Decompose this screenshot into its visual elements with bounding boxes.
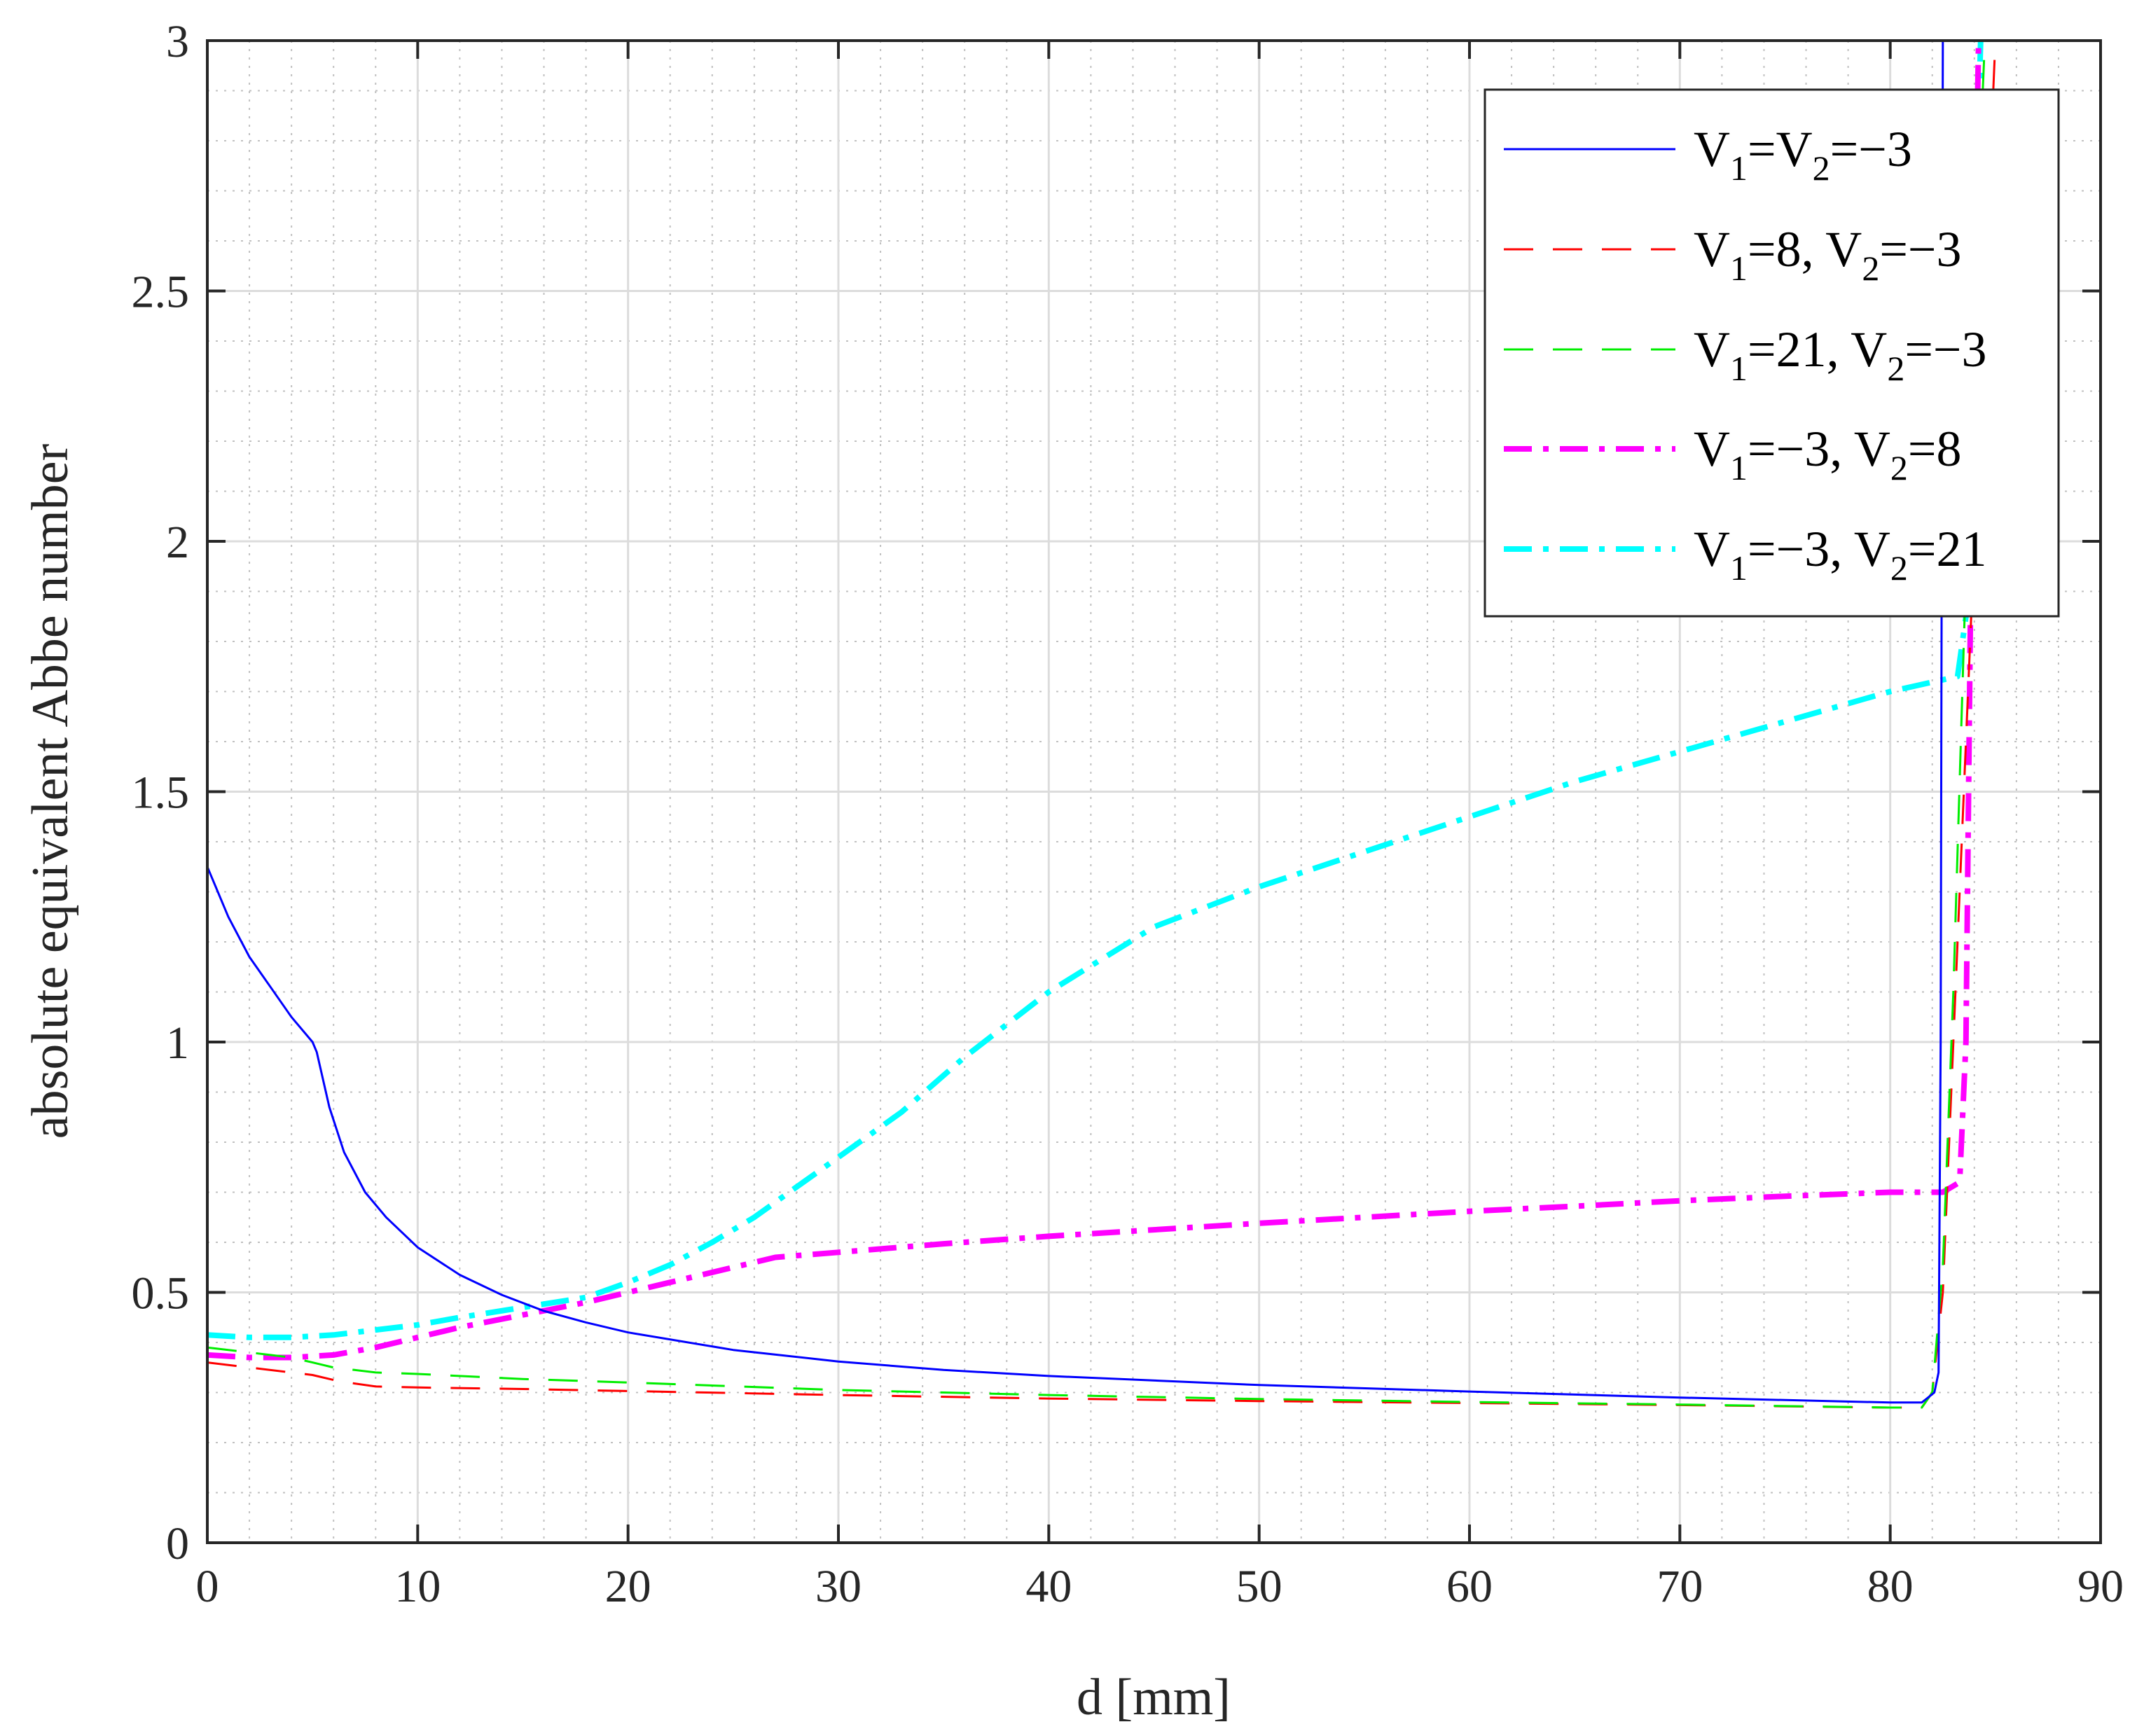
series-line-2 [207, 41, 1997, 1409]
x-tick-label: 90 [2077, 1561, 2124, 1612]
x-tick-label: 50 [1236, 1561, 1282, 1612]
series-line-3 [207, 41, 1986, 1409]
x-tick-label: 0 [196, 1561, 219, 1612]
x-tick-label: 30 [815, 1561, 862, 1612]
legend-label-3: V1=21, V2=−3 [1694, 321, 1987, 388]
legend-box [1483, 88, 2060, 618]
legend-label-4: V1=−3, V2=8 [1694, 421, 1962, 487]
y-tick-label: 2 [166, 517, 189, 568]
legend-label-5: V1=−3, V2=21 [1694, 521, 1987, 588]
y-axis-label: absolute equivalent Abbe number [22, 444, 79, 1139]
y-tick-label: 0.5 [132, 1268, 190, 1319]
series-line-5 [207, 41, 1984, 1340]
x-tick-label: 20 [605, 1561, 651, 1612]
legend: V1=V2=−3 V1=8, V2=−3 V1=21, V2=−3 V1=−3, V2… [1483, 88, 2060, 618]
legend-label-1: V1=V2=−3 [1694, 121, 1912, 188]
series-layer [207, 41, 1997, 1409]
x-axis-label: d [mm] [1077, 1669, 1231, 1726]
x-tick-label: 40 [1025, 1561, 1072, 1612]
y-tick-label: 1 [166, 1018, 189, 1069]
y-tick-label: 0 [166, 1518, 189, 1569]
y-tick-label: 1.5 [132, 768, 190, 819]
x-tick-labels: 0 10 20 30 40 50 60 70 80 90 [196, 1561, 2124, 1612]
y-tick-label: 2.5 [132, 267, 190, 318]
x-tick-label: 10 [394, 1561, 441, 1612]
x-tick-label: 70 [1657, 1561, 1703, 1612]
x-tick-label: 80 [1867, 1561, 1914, 1612]
series-line-1 [207, 41, 1944, 1404]
axis-ticks [206, 39, 2102, 1544]
y-tick-labels: 0 0.5 1 1.5 2 2.5 3 [132, 16, 190, 1569]
legend-label-2: V1=8, V2=−3 [1694, 221, 1962, 288]
x-tick-label: 60 [1446, 1561, 1493, 1612]
y-tick-label: 3 [166, 16, 189, 67]
